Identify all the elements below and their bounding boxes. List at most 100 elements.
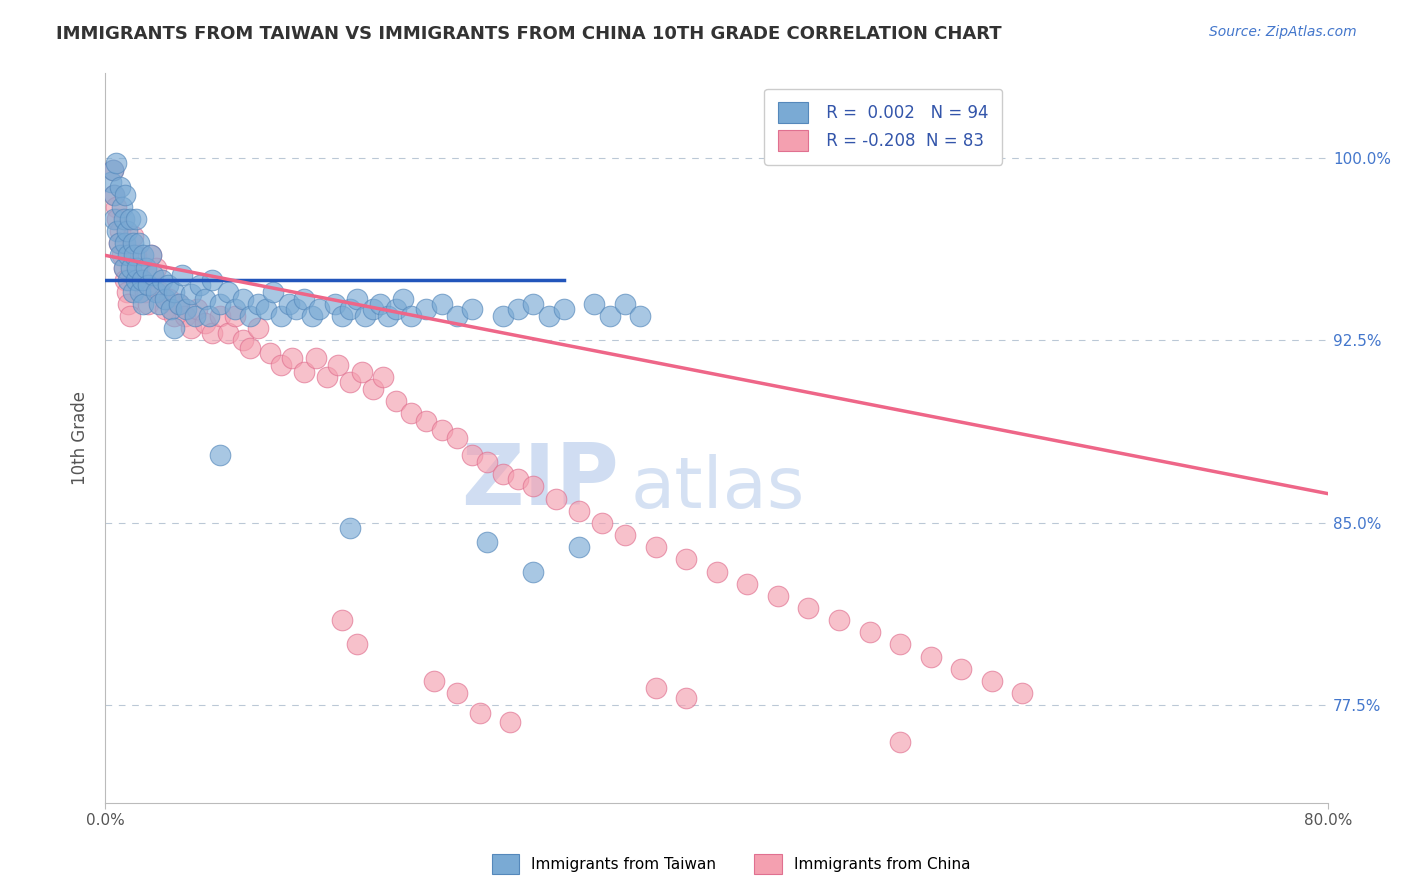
- Point: [553, 301, 575, 316]
- Point: [173, 309, 195, 323]
- Point: [270, 358, 292, 372]
- Text: Source: ZipAtlas.com: Source: ZipAtlas.com: [1209, 25, 1357, 39]
- Point: [583, 297, 606, 311]
- Point: [477, 455, 499, 469]
- Point: [121, 285, 143, 299]
- Point: [339, 301, 361, 316]
- Point: [330, 613, 353, 627]
- Point: [920, 649, 942, 664]
- Point: [384, 394, 406, 409]
- Point: [125, 273, 148, 287]
- Point: [706, 565, 728, 579]
- Point: [117, 273, 139, 287]
- Point: [110, 248, 132, 262]
- Point: [613, 297, 636, 311]
- Point: [239, 341, 262, 355]
- Point: [120, 260, 142, 275]
- Point: [121, 228, 143, 243]
- Point: [208, 297, 231, 311]
- Point: [114, 273, 136, 287]
- Point: [346, 292, 368, 306]
- Point: [194, 292, 217, 306]
- Point: [103, 187, 125, 202]
- Text: IMMIGRANTS FROM TAIWAN VS IMMIGRANTS FROM CHINA 10TH GRADE CORRELATION CHART: IMMIGRANTS FROM TAIWAN VS IMMIGRANTS FRO…: [56, 25, 1002, 43]
- Point: [201, 273, 224, 287]
- Point: [136, 277, 159, 292]
- Point: [118, 309, 141, 323]
- Point: [506, 301, 529, 316]
- Point: [522, 479, 544, 493]
- Point: [399, 406, 422, 420]
- Y-axis label: 10th Grade: 10th Grade: [72, 391, 89, 484]
- Point: [384, 301, 406, 316]
- Point: [232, 292, 254, 306]
- Point: [135, 260, 157, 275]
- Point: [568, 504, 591, 518]
- Point: [323, 297, 346, 311]
- Point: [156, 277, 179, 292]
- Point: [522, 565, 544, 579]
- Point: [115, 285, 138, 299]
- Point: [239, 309, 262, 323]
- Point: [446, 686, 468, 700]
- Point: [101, 163, 124, 178]
- Point: [492, 309, 515, 323]
- Point: [735, 576, 758, 591]
- Point: [170, 268, 193, 282]
- Point: [308, 301, 330, 316]
- Point: [461, 448, 484, 462]
- Point: [1011, 686, 1033, 700]
- Point: [613, 528, 636, 542]
- Point: [128, 236, 150, 251]
- Point: [377, 309, 399, 323]
- Point: [201, 326, 224, 341]
- Point: [828, 613, 851, 627]
- Point: [217, 326, 239, 341]
- Point: [174, 301, 197, 316]
- Point: [339, 375, 361, 389]
- Point: [180, 287, 202, 301]
- Legend: Immigrants from Taiwan, Immigrants from China: Immigrants from Taiwan, Immigrants from …: [485, 848, 977, 880]
- Point: [208, 448, 231, 462]
- Point: [373, 370, 395, 384]
- Point: [361, 382, 384, 396]
- Point: [110, 224, 132, 238]
- Point: [980, 673, 1002, 688]
- Point: [122, 248, 145, 262]
- Point: [149, 285, 172, 299]
- Point: [430, 424, 453, 438]
- Point: [675, 690, 697, 705]
- Point: [346, 637, 368, 651]
- Point: [477, 535, 499, 549]
- Point: [125, 211, 148, 226]
- Point: [446, 431, 468, 445]
- Point: [568, 540, 591, 554]
- Point: [111, 200, 134, 214]
- Point: [104, 156, 127, 170]
- Point: [399, 309, 422, 323]
- Point: [163, 309, 186, 323]
- Point: [591, 516, 613, 530]
- Point: [118, 211, 141, 226]
- Point: [370, 297, 392, 311]
- Point: [354, 309, 377, 323]
- Point: [101, 163, 124, 178]
- Point: [132, 297, 155, 311]
- Point: [280, 351, 302, 365]
- Point: [198, 309, 221, 323]
- Point: [132, 248, 155, 262]
- Point: [254, 301, 277, 316]
- Point: [247, 297, 270, 311]
- Point: [103, 211, 125, 226]
- Point: [131, 273, 153, 287]
- Legend:  R =  0.002   N = 94,  R = -0.208  N = 83: R = 0.002 N = 94, R = -0.208 N = 83: [765, 88, 1002, 165]
- Point: [139, 248, 162, 262]
- Point: [262, 285, 284, 299]
- Point: [145, 260, 167, 275]
- Point: [350, 365, 373, 379]
- Point: [114, 236, 136, 251]
- Point: [232, 334, 254, 348]
- Point: [797, 601, 820, 615]
- Point: [107, 224, 129, 238]
- Point: [131, 273, 153, 287]
